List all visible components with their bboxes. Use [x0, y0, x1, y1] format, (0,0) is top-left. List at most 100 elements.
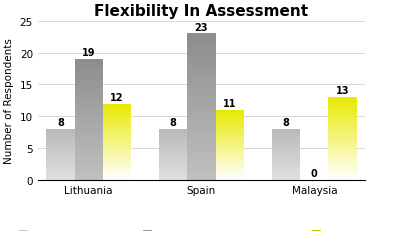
Bar [216, 115, 244, 116]
Bar [103, 119, 131, 120]
Bar [272, 161, 300, 162]
Bar [216, 127, 244, 128]
Bar [103, 112, 131, 113]
Bar [159, 172, 187, 173]
Bar [216, 166, 244, 167]
Bar [74, 106, 103, 108]
Bar [46, 140, 74, 141]
Bar [74, 123, 103, 125]
Bar [74, 69, 103, 70]
Bar [272, 157, 300, 158]
Bar [103, 134, 131, 135]
Bar [74, 61, 103, 63]
Bar [216, 139, 244, 140]
Bar [328, 135, 357, 136]
Bar [328, 143, 357, 144]
Bar [46, 142, 74, 143]
Bar [272, 154, 300, 155]
Bar [46, 173, 74, 174]
Bar [74, 155, 103, 156]
Bar [159, 134, 187, 135]
Bar [216, 150, 244, 151]
Bar [74, 120, 103, 122]
Bar [74, 141, 103, 143]
Bar [103, 105, 131, 106]
Bar [216, 144, 244, 145]
Bar [272, 178, 300, 179]
Bar [187, 98, 216, 100]
Bar [74, 143, 103, 144]
Bar [272, 140, 300, 141]
Bar [272, 139, 300, 140]
Bar [272, 174, 300, 175]
Bar [159, 155, 187, 156]
Bar [216, 164, 244, 165]
Bar [328, 173, 357, 174]
Bar [328, 147, 357, 148]
Bar [272, 144, 300, 145]
Bar [103, 106, 131, 107]
Bar [272, 146, 300, 147]
Bar [328, 144, 357, 145]
Bar [159, 171, 187, 172]
Bar [328, 164, 357, 165]
Bar [103, 114, 131, 115]
Bar [272, 150, 300, 151]
Bar [187, 80, 216, 82]
Bar [216, 130, 244, 131]
Bar [187, 100, 216, 102]
Bar [272, 143, 300, 144]
Bar [46, 154, 74, 155]
Bar [272, 158, 300, 159]
Bar [103, 144, 131, 145]
Text: 23: 23 [195, 22, 208, 32]
Bar [328, 163, 357, 164]
Bar [187, 74, 216, 76]
Bar [272, 137, 300, 138]
Bar [103, 143, 131, 144]
Bar [74, 112, 103, 114]
Bar [74, 66, 103, 67]
Bar [272, 172, 300, 173]
Bar [328, 117, 357, 118]
Bar [328, 158, 357, 160]
Bar [103, 161, 131, 162]
Bar [103, 176, 131, 177]
Bar [187, 45, 216, 47]
Bar [328, 165, 357, 166]
Bar [187, 47, 216, 49]
Bar [103, 140, 131, 141]
Bar [159, 163, 187, 164]
Bar [216, 161, 244, 162]
Bar [272, 173, 300, 174]
Bar [216, 174, 244, 175]
Bar [328, 178, 357, 179]
Bar [74, 78, 103, 79]
Bar [159, 162, 187, 163]
Bar [187, 113, 216, 115]
Bar [103, 147, 131, 148]
Bar [103, 165, 131, 166]
Bar [103, 122, 131, 123]
Bar [272, 135, 300, 136]
Bar [159, 131, 187, 132]
Bar [216, 169, 244, 170]
Bar [103, 123, 131, 124]
Bar [103, 138, 131, 139]
Bar [187, 167, 216, 169]
Bar [187, 138, 216, 140]
Bar [46, 161, 74, 162]
Bar [216, 157, 244, 158]
Bar [187, 43, 216, 45]
Bar [74, 164, 103, 165]
Bar [272, 168, 300, 169]
Bar [74, 102, 103, 103]
Bar [328, 177, 357, 178]
Bar [187, 54, 216, 56]
Bar [159, 166, 187, 167]
Bar [328, 150, 357, 151]
Bar [187, 93, 216, 94]
Bar [328, 154, 357, 155]
Bar [328, 101, 357, 102]
Bar [328, 111, 357, 112]
